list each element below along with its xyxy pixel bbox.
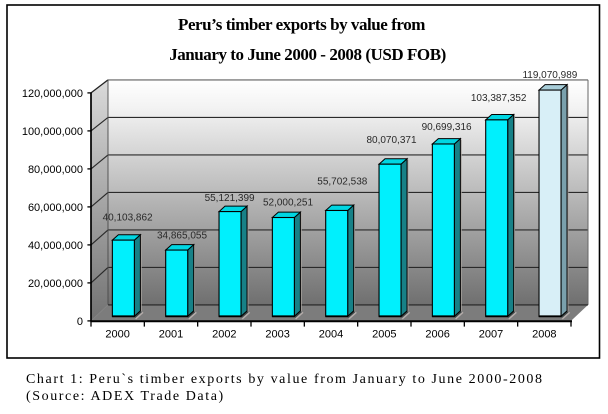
svg-text:2001: 2001: [159, 328, 183, 340]
svg-text:2006: 2006: [425, 328, 449, 340]
svg-text:34,865,055: 34,865,055: [157, 231, 207, 242]
svg-text:2005: 2005: [372, 328, 396, 340]
svg-text:2000: 2000: [105, 328, 129, 340]
svg-text:119,070,989: 119,070,989: [522, 70, 577, 81]
svg-text:100,000,000: 100,000,000: [22, 126, 83, 138]
svg-text:20,000,000: 20,000,000: [28, 278, 83, 290]
svg-text:55,702,538: 55,702,538: [317, 176, 367, 187]
svg-text:2003: 2003: [265, 328, 289, 340]
svg-text:January to June 2000 - 2008 (U: January to June 2000 - 2008 (USD FOB): [169, 45, 446, 64]
svg-text:80,000,000: 80,000,000: [28, 164, 83, 176]
svg-text:Peru’s timber exports by value: Peru’s timber exports by value from: [178, 15, 425, 34]
svg-text:40,000,000: 40,000,000: [28, 240, 83, 252]
svg-text:52,000,251: 52,000,251: [263, 197, 313, 208]
svg-text:0: 0: [77, 316, 83, 328]
svg-text:2002: 2002: [212, 328, 236, 340]
svg-text:2004: 2004: [319, 328, 343, 340]
svg-text:103,387,352: 103,387,352: [471, 93, 527, 104]
svg-text:2007: 2007: [479, 328, 503, 340]
svg-text:2008: 2008: [532, 328, 556, 340]
svg-text:80,070,371: 80,070,371: [366, 135, 416, 146]
svg-text:60,000,000: 60,000,000: [28, 202, 83, 214]
svg-text:55,121,399: 55,121,399: [205, 193, 255, 204]
svg-text:120,000,000: 120,000,000: [22, 88, 83, 100]
svg-text:40,103,862: 40,103,862: [103, 212, 153, 223]
svg-text:90,699,316: 90,699,316: [422, 122, 472, 133]
